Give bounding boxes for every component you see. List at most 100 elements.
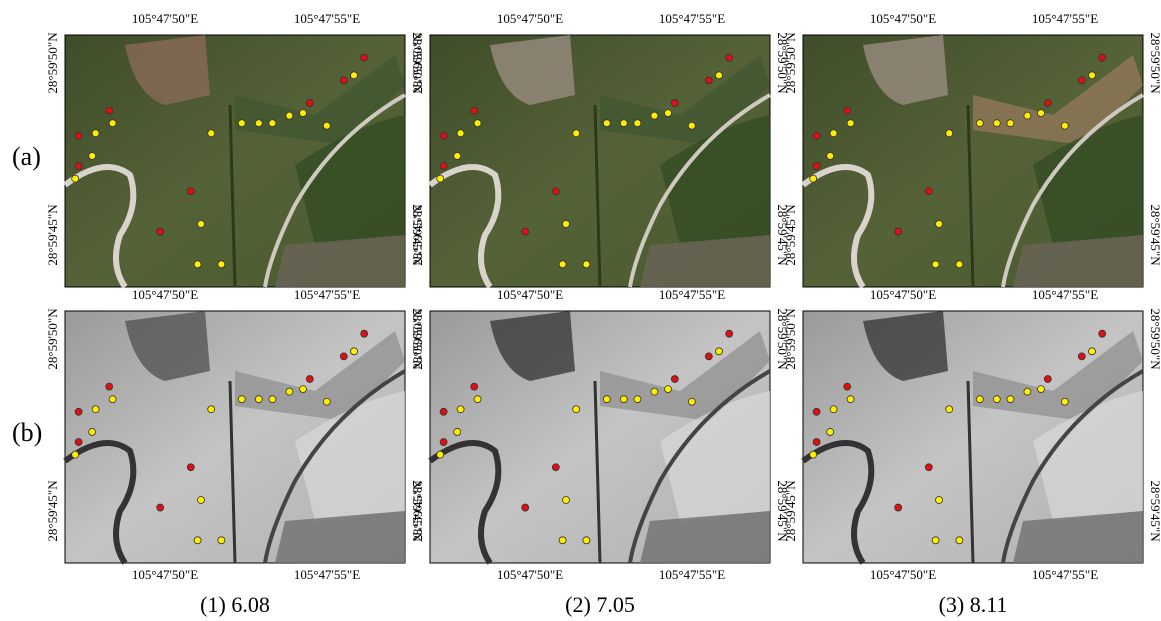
map-panel (65, 35, 405, 287)
sample-point (238, 396, 245, 403)
sample-point (552, 188, 559, 195)
sample-point (847, 120, 854, 127)
sample-point (559, 261, 566, 268)
sample-point (286, 388, 293, 395)
sample-point (573, 406, 580, 413)
sample-point (716, 348, 723, 355)
sample-point (457, 406, 464, 413)
sample-point (208, 406, 215, 413)
sample-point (72, 451, 79, 458)
sample-point (620, 396, 627, 403)
sample-point (827, 152, 834, 159)
sample-point (351, 348, 358, 355)
sample-point (187, 464, 194, 471)
sample-point (440, 163, 447, 170)
latitude-label: 28°59'50"N (45, 308, 60, 370)
sample-point (454, 152, 461, 159)
row-label: (a) (12, 142, 41, 171)
sample-point (440, 439, 447, 446)
sample-point (813, 132, 820, 139)
sample-point (563, 221, 570, 228)
latitude-label: 28°59'50"N (410, 32, 425, 94)
longitude-label: 105°47'55"E (659, 567, 725, 582)
sample-point (286, 112, 293, 119)
sample-point (665, 386, 672, 393)
map-panel (430, 311, 770, 563)
sample-point (1007, 120, 1014, 127)
sample-point (72, 175, 79, 182)
sample-point (1078, 77, 1085, 84)
sample-point (437, 175, 444, 182)
longitude-label: 105°47'55"E (659, 287, 725, 302)
latitude-label: 28°59'50"N (783, 308, 798, 370)
sample-point (956, 537, 963, 544)
longitude-label: 105°47'55"E (659, 11, 725, 26)
longitude-label: 105°47'50"E (132, 567, 198, 582)
sample-point (830, 406, 837, 413)
sample-point (474, 396, 481, 403)
sample-point (255, 396, 262, 403)
sample-point (1044, 376, 1051, 383)
latitude-label: 28°59'45"N (783, 204, 798, 266)
sample-point (89, 152, 96, 159)
sample-point (106, 383, 113, 390)
sample-point (92, 406, 99, 413)
longitude-label: 105°47'50"E (497, 287, 563, 302)
latitude-label: 28°59'45"N (45, 480, 60, 542)
sample-point (671, 376, 678, 383)
longitude-label: 105°47'50"E (497, 11, 563, 26)
sample-point (993, 396, 1000, 403)
sample-point (157, 228, 164, 235)
sample-point (474, 120, 481, 127)
sample-point (1044, 100, 1051, 107)
sample-point (109, 120, 116, 127)
sample-point (1024, 388, 1031, 395)
sample-point (925, 188, 932, 195)
sample-point (440, 132, 447, 139)
sample-point (665, 110, 672, 117)
figure: (a) 105°47'50"E 105°47'55"E 28°59'50"N 28°59… (0, 0, 1161, 621)
sample-point (651, 388, 658, 395)
latitude-label: 28°59'45"N (410, 480, 425, 542)
sample-point (573, 130, 580, 137)
sample-point (454, 428, 461, 435)
sample-point (810, 451, 817, 458)
sample-point (269, 396, 276, 403)
longitude-label: 105°47'55"E (1032, 287, 1098, 302)
sample-point (976, 396, 983, 403)
longitude-label: 105°47'50"E (870, 287, 936, 302)
sample-point (1099, 330, 1106, 337)
map-panel (65, 311, 405, 563)
sample-point (198, 221, 205, 228)
sample-point (323, 398, 330, 405)
sample-point (651, 112, 658, 119)
longitude-label: 105°47'50"E (870, 567, 936, 582)
sample-point (340, 77, 347, 84)
sample-point (218, 261, 225, 268)
latitude-label: 28°59'45"N (783, 480, 798, 542)
map-panel (803, 311, 1143, 563)
sample-point (847, 396, 854, 403)
sample-point (936, 497, 943, 504)
sample-point (705, 77, 712, 84)
sample-point (457, 130, 464, 137)
column-caption: (3) 8.11 (939, 592, 1008, 617)
latitude-label: 28°59'50"N (45, 32, 60, 94)
latitude-label: 28°59'45"N (410, 204, 425, 266)
sample-point (993, 120, 1000, 127)
sample-point (726, 54, 733, 61)
sample-point (1089, 72, 1096, 79)
sample-point (813, 439, 820, 446)
sample-point (300, 110, 307, 117)
map-panel (430, 35, 770, 287)
longitude-label: 105°47'55"E (294, 287, 360, 302)
sample-point (300, 386, 307, 393)
sample-point (75, 132, 82, 139)
sample-point (895, 504, 902, 511)
sample-point (340, 353, 347, 360)
sample-point (89, 428, 96, 435)
latitude-label: 28°59'45"N (1148, 480, 1161, 542)
sample-point (198, 497, 205, 504)
sample-point (1038, 386, 1045, 393)
sample-point (269, 120, 276, 127)
